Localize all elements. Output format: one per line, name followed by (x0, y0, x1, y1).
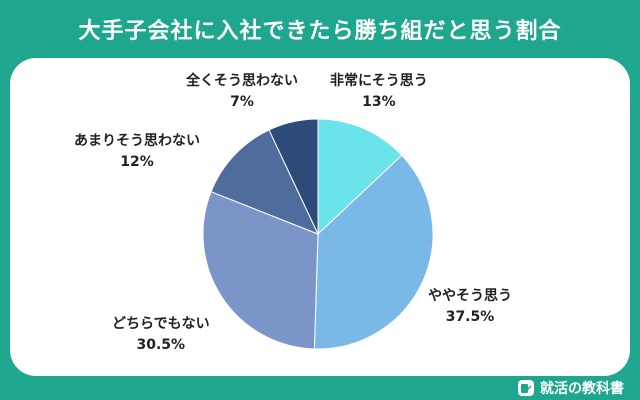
slice-label-3: どちらでもない (112, 316, 210, 332)
brand-name: 就活の教科書 (540, 381, 624, 397)
slice-value-5: 7% (230, 94, 254, 110)
label-dochira-demo-nai: どちらでもない 30.5% (112, 314, 210, 356)
pie-slice-1 (317, 118, 403, 236)
label-yaya-sou-omou: ややそう思う 37.5% (428, 286, 512, 328)
label-hijou-ni-sou-omou: 非常にそう思う 13% (330, 71, 428, 113)
pie-slice-2 (313, 154, 434, 350)
slice-label-4: あまりそう思わない (74, 133, 200, 149)
slice-label-5: 全くそう思わない (186, 73, 298, 89)
label-amari-sou-omowanai: あまりそう思わない 12% (74, 131, 200, 173)
slice-value-4: 12% (120, 154, 154, 170)
pie-slice-3 (202, 191, 319, 350)
slice-value-1: 13% (362, 94, 396, 110)
pie-chart (202, 118, 434, 350)
pie-slice-5 (268, 118, 319, 235)
slice-label-1: 非常にそう思う (330, 73, 428, 89)
chart-card: 全くそう思わない 7% 非常にそう思う 13% あまりそう思わない 12% やや… (10, 58, 630, 376)
label-zen-ku-sou-omowanai: 全くそう思わない 7% (186, 71, 298, 113)
brand-logo: 就活の教科書 (518, 376, 624, 400)
slice-label-2: ややそう思う (428, 288, 512, 304)
slice-value-3: 30.5% (136, 337, 186, 353)
pie-slice-4 (210, 129, 319, 235)
slice-value-2: 37.5% (445, 309, 495, 325)
book-pen-icon (518, 380, 534, 396)
chart-title: 大手子会社に入社できたら勝ち組だと思う割合 (78, 19, 562, 44)
